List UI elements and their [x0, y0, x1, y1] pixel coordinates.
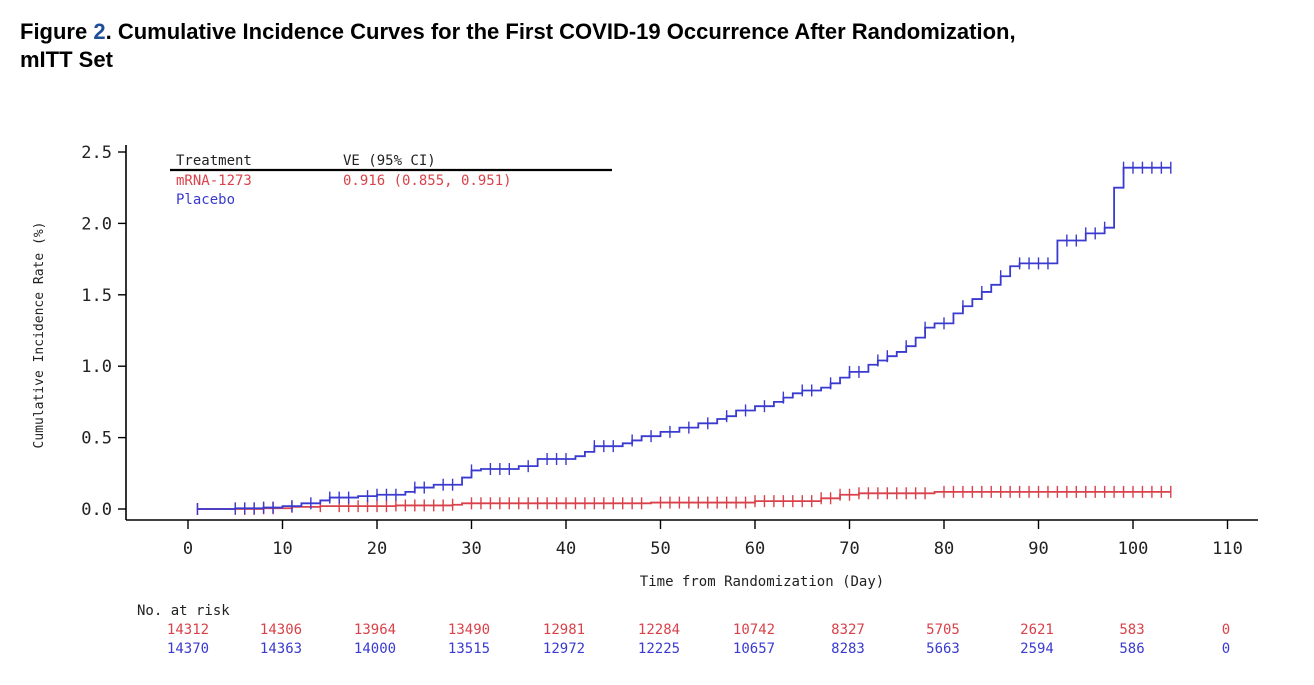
- x-axis-label: Time from Randomization (Day): [640, 574, 884, 590]
- figure-title-line1: . Cumulative Incidence Curves for the Fi…: [105, 19, 1016, 44]
- y-tick-label: 1.5: [81, 286, 112, 306]
- risk-count: 10657: [733, 641, 775, 657]
- risk-count: 14363: [260, 641, 302, 657]
- series-line-placebo: [197, 166, 1171, 510]
- y-tick-label: 0.0: [81, 500, 112, 520]
- legend-ve-value: 0.916 (0.855, 0.951): [343, 173, 512, 189]
- y-tick-label: 2.0: [81, 214, 112, 234]
- x-tick-label: 30: [461, 539, 481, 559]
- legend-header-treatment: Treatment: [176, 153, 252, 169]
- figure-title-line2: mITT Set: [20, 47, 113, 72]
- series-layer: [196, 161, 1172, 515]
- risk-count: 13490: [448, 622, 490, 638]
- risk-table: No. at risk 14312 14306 13964 13490 12981 1228…: [137, 603, 1230, 657]
- legend-entry-placebo: Placebo: [176, 192, 235, 208]
- risk-count: 583: [1119, 622, 1144, 638]
- x-tick-label: 90: [1028, 539, 1048, 559]
- risk-count: 12225: [638, 641, 680, 657]
- risk-table-header: No. at risk: [137, 603, 230, 619]
- risk-count: 2594: [1020, 641, 1054, 657]
- figure-title: Figure 2. Cumulative Incidence Curves fo…: [20, 18, 1220, 74]
- figure-number: 2: [93, 19, 106, 44]
- risk-count: 8283: [831, 641, 865, 657]
- risk-count: 12284: [638, 622, 680, 638]
- risk-count: 0: [1222, 641, 1230, 657]
- risk-count: 12981: [543, 622, 585, 638]
- y-tick-label: 1.0: [81, 357, 112, 377]
- y-axis-label: Cumulative Incidence Rate (%): [32, 222, 47, 449]
- x-tick-label: 50: [650, 539, 670, 559]
- risk-count: 14312: [167, 622, 209, 638]
- risk-count: 14306: [260, 622, 302, 638]
- risk-count: 14370: [167, 641, 209, 657]
- risk-count: 8327: [831, 622, 865, 638]
- risk-count: 10742: [733, 622, 775, 638]
- risk-count: 0: [1222, 622, 1230, 638]
- x-tick-label: 110: [1212, 539, 1243, 559]
- y-tick-label: 0.5: [81, 429, 112, 449]
- risk-count: 586: [1119, 641, 1144, 657]
- y-tick-label: 2.5: [81, 143, 112, 163]
- series-line-mrna-1273: [197, 490, 1171, 510]
- legend: Treatment VE (95% CI) mRNA-1273 0.916 (0.85…: [170, 153, 612, 208]
- x-tick-label: 0: [183, 539, 193, 559]
- figure-label: Figure: [20, 19, 88, 44]
- risk-count: 13515: [448, 641, 490, 657]
- x-tick-label: 70: [839, 539, 859, 559]
- x-tick-label: 80: [934, 539, 954, 559]
- x-tick-label: 10: [272, 539, 292, 559]
- x-tick-label: 20: [367, 539, 387, 559]
- series-placebo: [196, 161, 1172, 515]
- x-tick-label: 60: [745, 539, 765, 559]
- risk-count: 13964: [354, 622, 396, 638]
- axes: 0.0 0.5 1.0 1.5 2.0 2.5 0 10 20 30 40 50 60 70 80 90 100…: [32, 143, 1258, 590]
- risk-count: 5705: [926, 622, 960, 638]
- series-mrna-1273: [196, 485, 1172, 515]
- risk-count: 5663: [926, 641, 960, 657]
- legend-entry-mrna-1273: mRNA-1273: [176, 173, 252, 189]
- legend-header-ve: VE (95% CI): [343, 153, 436, 169]
- x-tick-label: 40: [556, 539, 576, 559]
- x-tick-label: 100: [1118, 539, 1149, 559]
- risk-count: 2621: [1020, 622, 1054, 638]
- risk-count: 14000: [354, 641, 396, 657]
- risk-count: 12972: [543, 641, 585, 657]
